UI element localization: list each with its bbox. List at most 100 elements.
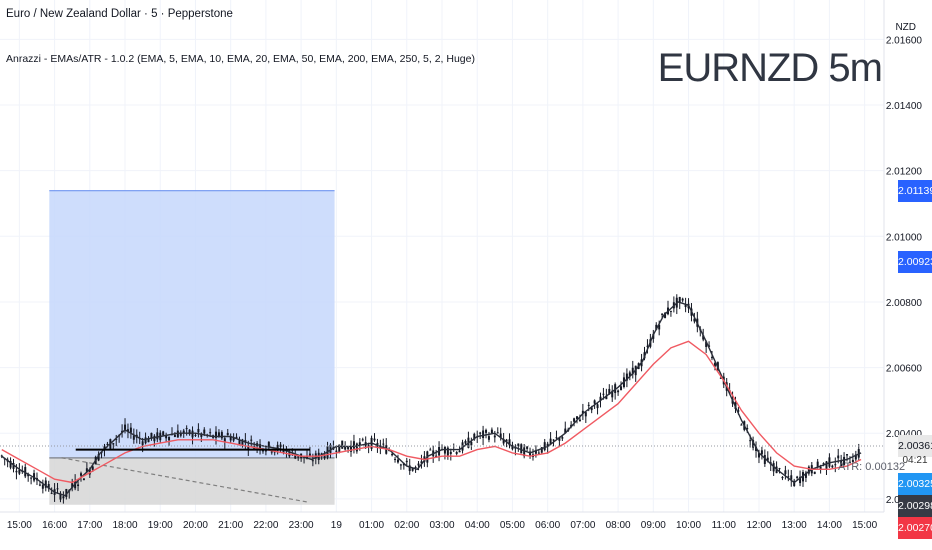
symbol-title[interactable]: Euro / New Zealand Dollar · 5 · Pepperst… xyxy=(6,8,233,20)
candle-body xyxy=(220,432,223,439)
stop-zone xyxy=(49,457,335,505)
candle-body xyxy=(361,439,364,441)
candle-body xyxy=(523,447,526,457)
candle-body xyxy=(819,466,822,469)
candle-body xyxy=(0,455,3,457)
candle-body xyxy=(56,488,59,490)
candle-body xyxy=(684,304,687,308)
candle-body xyxy=(162,431,165,436)
x-tick-label: 19 xyxy=(331,520,343,531)
candle-body xyxy=(91,466,94,470)
candle-body xyxy=(420,461,423,464)
indicator-legend[interactable]: Anrazzi - EMAs/ATR - 1.0.2 (EMA, 5, EMA,… xyxy=(6,53,475,65)
candle-body xyxy=(358,442,361,446)
candle-body xyxy=(740,424,743,426)
candle-body xyxy=(394,458,397,460)
candle-body xyxy=(661,313,664,315)
x-tick-label: 09:00 xyxy=(641,520,666,531)
candle-body xyxy=(47,484,50,489)
candle-body xyxy=(576,416,579,419)
x-tick-label: 06:00 xyxy=(535,520,560,531)
candle-body xyxy=(854,454,857,460)
candle-body xyxy=(828,457,831,467)
candle-body xyxy=(760,450,763,455)
x-tick-label: 17:00 xyxy=(77,520,102,531)
candle-body xyxy=(840,460,843,467)
candle-body xyxy=(399,464,402,466)
candle-body xyxy=(552,439,555,441)
candle-body xyxy=(843,456,846,465)
candle-body xyxy=(59,493,62,500)
candle-body xyxy=(203,429,206,434)
candle-body xyxy=(129,427,132,433)
candle-body xyxy=(825,461,828,469)
candle-body xyxy=(411,468,414,471)
candle-body xyxy=(540,447,543,453)
candle-body xyxy=(793,480,796,487)
candle-body xyxy=(182,430,185,434)
candle-body xyxy=(50,492,53,494)
candle-body xyxy=(846,454,849,456)
candle-body xyxy=(270,451,273,453)
candle-body xyxy=(599,396,602,401)
candle-body xyxy=(379,445,382,449)
candle-body xyxy=(496,432,499,434)
x-tick-label: 20:00 xyxy=(183,520,208,531)
candle-body xyxy=(215,431,218,438)
candle-body xyxy=(191,430,194,438)
candle-body xyxy=(229,436,232,441)
candle-body xyxy=(646,345,649,347)
candle-body xyxy=(396,459,399,463)
candle-body xyxy=(555,437,558,439)
candle-body xyxy=(103,446,106,450)
candle-body xyxy=(115,438,118,440)
candle-body xyxy=(446,447,449,456)
candle-body xyxy=(297,456,300,458)
candle-body xyxy=(837,455,840,459)
candle-body xyxy=(179,432,182,436)
candle-body xyxy=(41,484,44,489)
price-tag-ema-slow: 2.00270 xyxy=(898,517,932,540)
candle-body xyxy=(584,412,587,417)
y-tick-label: 2.01200 xyxy=(886,167,923,178)
candle-body xyxy=(188,429,191,435)
x-tick-label: 14:00 xyxy=(817,520,842,531)
candle-body xyxy=(564,428,567,434)
candle-body xyxy=(30,477,33,479)
candle-body xyxy=(757,453,760,458)
candle-body xyxy=(796,476,799,479)
x-tick-label: 05:00 xyxy=(500,520,525,531)
candle-body xyxy=(807,466,810,474)
price-tag-target: 2.01139 xyxy=(898,179,932,202)
candle-body xyxy=(602,393,605,395)
x-tick-label: 04:00 xyxy=(465,520,490,531)
candle-body xyxy=(543,442,546,451)
x-tick-label: 12:00 xyxy=(746,520,771,531)
candle-body xyxy=(226,432,229,436)
candle-body xyxy=(176,430,179,438)
candle-body xyxy=(15,470,18,473)
candle-body xyxy=(106,443,109,445)
x-tick-label: 16:00 xyxy=(42,520,67,531)
candle-body xyxy=(834,464,837,466)
candle-body xyxy=(267,441,270,447)
candle-body xyxy=(65,488,68,497)
candle-body xyxy=(655,324,658,330)
candle-body xyxy=(414,467,417,469)
candle-body xyxy=(238,439,241,446)
candle-body xyxy=(790,475,793,480)
candle-body xyxy=(493,435,496,438)
x-tick-label: 10:00 xyxy=(676,520,701,531)
candle-body xyxy=(590,407,593,411)
currency-label[interactable]: NZD xyxy=(895,22,916,33)
candle-body xyxy=(578,419,581,421)
candle-body xyxy=(508,439,511,446)
candle-body xyxy=(150,432,153,438)
candle-body xyxy=(581,410,584,414)
price-tag-last: 2.00361 xyxy=(898,435,932,458)
candle-body xyxy=(658,324,661,330)
x-tick-label: 13:00 xyxy=(782,520,807,531)
candle-body xyxy=(813,471,816,474)
